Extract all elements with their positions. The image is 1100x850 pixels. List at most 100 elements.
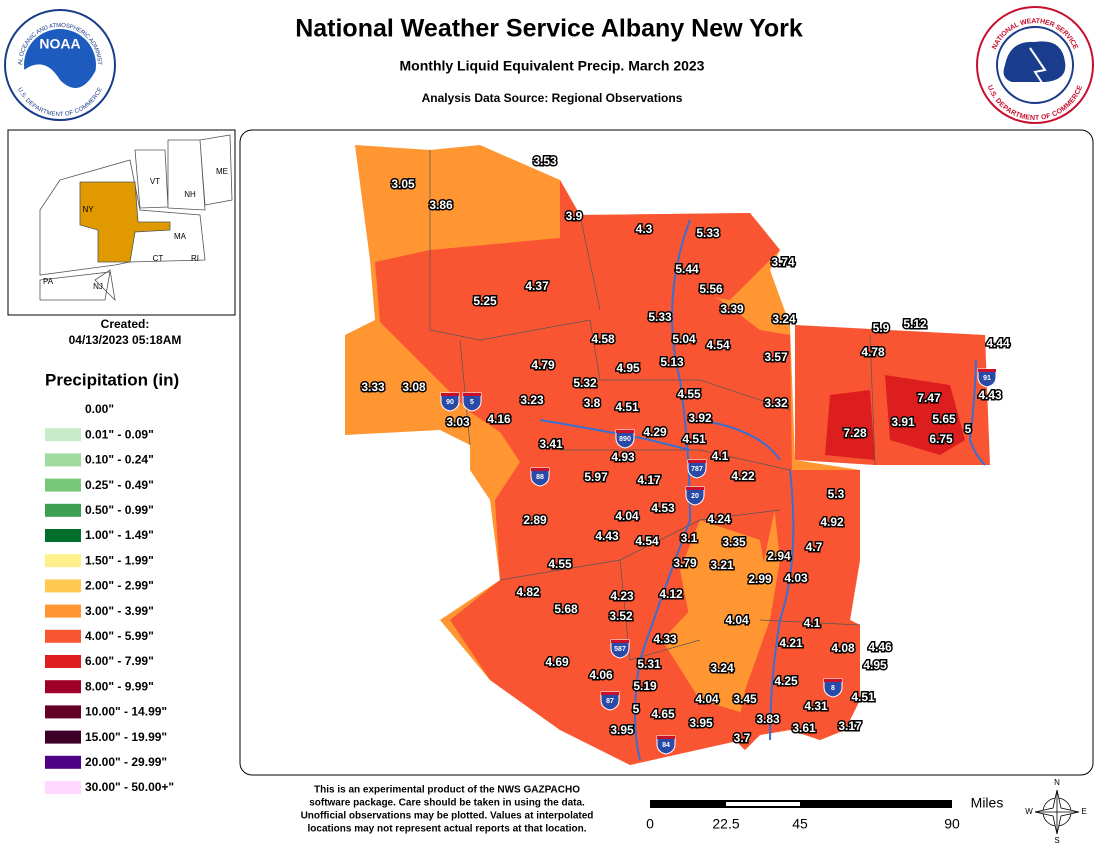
disclaimer-line: locations may not represent actual repor… [308, 824, 587, 835]
station-value: 3.32 [764, 396, 788, 410]
station-value: 2.94 [767, 549, 791, 563]
shield-label: 587 [614, 646, 626, 653]
legend-swatch [45, 781, 81, 794]
shield-band [441, 393, 459, 396]
station-value: 3.08 [402, 380, 426, 394]
legend-title: Precipitation (in) [45, 370, 179, 389]
legend-swatch [45, 478, 81, 492]
shield-label: 90 [446, 399, 454, 406]
station-value: 4.53 [651, 501, 675, 515]
station-value: 4.23 [610, 589, 634, 603]
shield-band [531, 468, 549, 471]
legend-swatch [45, 453, 81, 467]
station-value: 2.89 [523, 513, 547, 527]
station-value: 4.22 [731, 469, 755, 483]
station-value: 3.7 [734, 731, 751, 745]
compass-label: W [1025, 807, 1033, 816]
station-value: 4.08 [831, 641, 855, 655]
station-value: 5.12 [903, 317, 927, 331]
station-value: 4.24 [707, 512, 731, 526]
station-value: 3.9 [566, 209, 583, 223]
station-value: 5 [965, 422, 972, 436]
created-timestamp: 04/13/2023 05:18AM [69, 333, 182, 347]
shield-band [463, 393, 481, 396]
station-value: 4.54 [635, 534, 659, 548]
disclaimer-line: This is an experimental product of the N… [314, 785, 580, 796]
nws-logo: NATIONAL WEATHER SERVICE U.S. DEPARTMENT… [976, 6, 1094, 124]
shield-band [601, 692, 619, 695]
shield-label: 88 [536, 474, 544, 481]
station-value: 4.44 [986, 336, 1010, 350]
legend-swatch [45, 730, 81, 744]
scale-label: 45 [792, 816, 808, 832]
station-value: 3.45 [733, 692, 757, 706]
legend-label: 2.00" - 2.99" [85, 579, 154, 593]
station-value: 4.29 [643, 425, 667, 439]
station-value: 5.04 [672, 332, 696, 346]
state-label: RI [191, 254, 199, 263]
station-value: 4.04 [615, 509, 639, 523]
legend-label: 0.50" - 0.99" [85, 503, 154, 517]
subtitle: Monthly Liquid Equivalent Precip. March … [400, 58, 705, 74]
highway-shield [656, 735, 676, 755]
station-value: 7.47 [917, 391, 941, 405]
compass-label: S [1054, 836, 1059, 845]
station-value: 4.51 [851, 690, 875, 704]
source: Analysis Data Source: Regional Observati… [422, 91, 683, 105]
station-value: 4.69 [545, 655, 569, 669]
legend-label: 1.50" - 1.99" [85, 553, 154, 567]
station-value: 5.25 [473, 294, 497, 308]
shield-label: 787 [691, 466, 703, 473]
legend-label: 1.00" - 1.49" [85, 528, 154, 542]
compass-label: E [1081, 807, 1086, 816]
station-value: 4.95 [863, 658, 887, 672]
station-value: 4.78 [861, 345, 885, 359]
station-value: 4.55 [548, 557, 572, 571]
station-value: 3.1 [681, 531, 698, 545]
station-value: 5.68 [554, 602, 578, 616]
station-value: 3.52 [609, 609, 633, 623]
scale-label: 0 [646, 816, 654, 832]
station-value: 4.82 [516, 585, 540, 599]
station-value: 4.04 [725, 613, 749, 627]
legend-swatch [45, 428, 81, 442]
state-label: NY [82, 205, 94, 214]
station-value: 5.31 [637, 657, 661, 671]
legend-swatch [45, 629, 81, 643]
shield-band [611, 640, 629, 643]
state-label: CT [153, 254, 164, 263]
station-value: 4.43 [978, 388, 1002, 402]
station-value: 3.35 [722, 535, 746, 549]
shield-band [978, 369, 996, 372]
station-value: 3.91 [891, 415, 915, 429]
station-value: 3.24 [772, 312, 796, 326]
highway-shield [610, 639, 630, 659]
shield-label: 890 [619, 436, 631, 443]
legend-label: 20.00" - 29.99" [85, 755, 167, 769]
station-value: 5.56 [699, 282, 723, 296]
station-value: 5.3 [828, 487, 845, 501]
station-value: 4.7 [806, 540, 823, 554]
legend-label: 0.25" - 0.49" [85, 478, 154, 492]
state-label: ME [216, 167, 228, 176]
legend-label: 6.00" - 7.99" [85, 654, 154, 668]
highway-shield [685, 486, 705, 506]
highway-shield [600, 691, 620, 711]
station-value: 3.92 [688, 411, 712, 425]
station-value: 4.31 [804, 699, 828, 713]
shield-band [824, 679, 842, 682]
highway-shield [687, 459, 707, 479]
station-value: 3.41 [539, 437, 563, 451]
disclaimer-line: software package. Care should be taken i… [309, 798, 585, 809]
station-value: 4.1 [712, 449, 729, 463]
station-value: 4.43 [595, 529, 619, 543]
station-value: 4.55 [677, 387, 701, 401]
station-value: 3.61 [792, 721, 816, 735]
station-value: 4.25 [774, 674, 798, 688]
legend-label: 30.00" - 50.00+" [85, 780, 174, 794]
title: National Weather Service Albany New York [295, 15, 803, 43]
highway-shield [530, 467, 550, 487]
shield-band [657, 736, 675, 739]
station-value: 5 [633, 702, 640, 716]
